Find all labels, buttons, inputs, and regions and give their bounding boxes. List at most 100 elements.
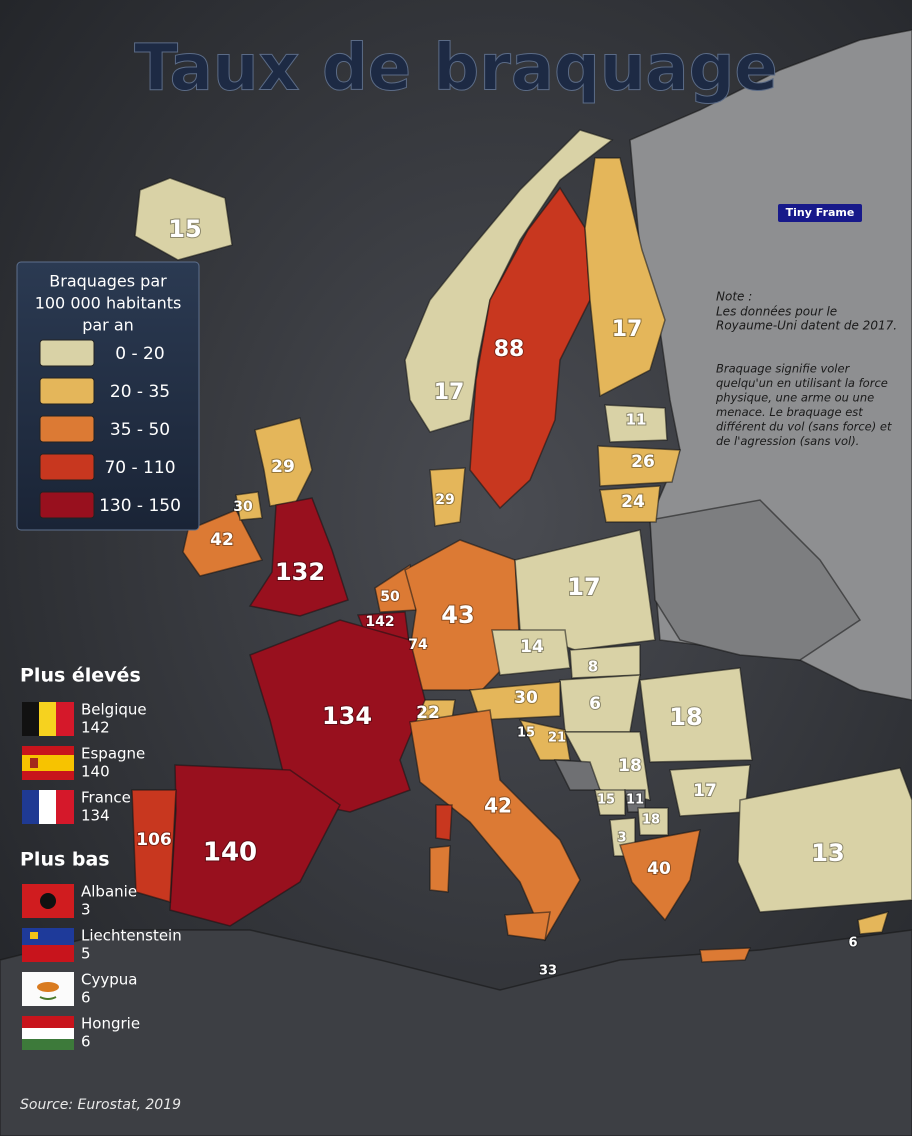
watermark: Tiny Frame xyxy=(786,206,855,219)
flag-albania xyxy=(22,884,74,918)
region-africa xyxy=(0,929,912,1136)
note-line: menace. Le braquage est xyxy=(716,405,863,419)
map-label: 8 xyxy=(588,658,598,676)
rank-value: 140 xyxy=(81,763,110,781)
country xyxy=(597,445,681,487)
legend-swatch xyxy=(39,377,95,405)
section-title: Plus élevés xyxy=(20,665,141,687)
flags xyxy=(22,702,74,1050)
country xyxy=(699,947,752,963)
map-label: 15 xyxy=(517,726,535,741)
map-label: 106 xyxy=(136,830,172,850)
country xyxy=(491,629,571,676)
legend-swatch xyxy=(39,339,95,367)
map-label: 33 xyxy=(539,964,557,979)
rank-value: 6 xyxy=(81,989,91,1007)
map-label: 18 xyxy=(642,813,660,828)
country xyxy=(169,764,341,927)
country xyxy=(604,404,668,443)
country xyxy=(584,157,666,398)
flag-hungary xyxy=(22,1016,74,1050)
rank-value: 6 xyxy=(81,1033,91,1051)
country xyxy=(409,709,581,942)
map-label: 3 xyxy=(617,831,626,846)
map-label: 42 xyxy=(210,530,234,550)
note-heading: Note : xyxy=(716,290,752,304)
country xyxy=(404,129,614,433)
country xyxy=(504,911,551,941)
country xyxy=(248,497,349,617)
map xyxy=(0,29,912,1136)
rank-name: Cyypua xyxy=(81,971,137,989)
map-label: 6 xyxy=(848,936,857,951)
legend-label: 20 - 35 xyxy=(110,382,170,402)
map-label: 18 xyxy=(618,756,642,776)
country xyxy=(131,789,177,903)
legend: Braquages par 100 000 habitants par an 0 - … xyxy=(35,272,181,519)
country xyxy=(599,485,661,523)
country xyxy=(639,667,753,763)
map-label: 15 xyxy=(597,793,615,808)
country xyxy=(429,467,466,527)
note-line: quelqu'un en utilisant la force xyxy=(716,376,888,390)
map-label: 6 xyxy=(589,694,601,714)
country xyxy=(619,829,701,922)
map-label: 142 xyxy=(365,614,394,630)
map-label: 88 xyxy=(494,337,525,362)
country xyxy=(435,804,453,841)
map-label: 13 xyxy=(811,839,844,867)
map-label: 26 xyxy=(631,452,655,472)
legend-label: 0 - 20 xyxy=(115,344,164,364)
map-label: 17 xyxy=(693,781,717,801)
map-label: 17 xyxy=(434,380,465,405)
map-label: 40 xyxy=(647,859,671,879)
map-label: 30 xyxy=(514,688,538,708)
watermark-box xyxy=(778,204,862,222)
rank-value: 134 xyxy=(81,807,110,825)
rank-name: Albanie xyxy=(81,883,137,901)
legend-label: 35 - 50 xyxy=(110,420,170,440)
legend-swatch xyxy=(39,491,95,519)
country xyxy=(182,509,264,577)
note-line: Les données pour le xyxy=(716,305,837,319)
flag-france xyxy=(22,790,74,824)
map-label: 50 xyxy=(380,589,400,605)
map-label: 74 xyxy=(408,637,428,653)
note-line: Braquage signifie voler xyxy=(716,362,851,376)
country xyxy=(235,491,263,521)
flag-spain xyxy=(22,746,74,780)
country xyxy=(134,177,233,261)
map-label: 18 xyxy=(669,703,702,731)
map-label: 11 xyxy=(626,793,644,808)
note-line: de l'agression (sans vol). xyxy=(716,434,859,448)
country xyxy=(737,767,912,913)
map-label: 43 xyxy=(441,601,474,629)
section-title: Plus bas xyxy=(20,849,110,871)
legend-label: 130 - 150 xyxy=(99,496,181,516)
country xyxy=(514,529,656,651)
title: Taux de braquage xyxy=(134,32,778,106)
source: Source: Eurostat, 2019 xyxy=(20,1097,181,1113)
flag-belgium xyxy=(22,702,74,736)
map-label: 29 xyxy=(435,492,454,508)
map-label: 11 xyxy=(626,411,647,429)
note-line: Royaume-Uni datent de 2017. xyxy=(716,319,897,333)
country xyxy=(469,186,591,510)
rank-name: Hongrie xyxy=(81,1015,140,1033)
country xyxy=(518,718,571,761)
map-label: 24 xyxy=(621,492,645,512)
map-label: 132 xyxy=(275,558,325,586)
rank-name: Liechtenstein xyxy=(81,927,182,945)
rank-name: Belgique xyxy=(81,701,147,719)
legend-label: 70 - 110 xyxy=(104,458,175,478)
country xyxy=(637,807,669,836)
map-label: 17 xyxy=(567,573,600,601)
map-label: 29 xyxy=(271,457,295,477)
map-label: 17 xyxy=(612,317,643,342)
rank-value: 3 xyxy=(81,901,91,919)
map-labels: 15 88 17 17 11 26 24 29 30 42 132 29 17 50 142 74 43 14 8 6… xyxy=(135,214,858,980)
legend-title: par an xyxy=(82,316,134,335)
note-line: différent du vol (sans force) et xyxy=(716,420,892,434)
rank-value: 142 xyxy=(81,719,110,737)
